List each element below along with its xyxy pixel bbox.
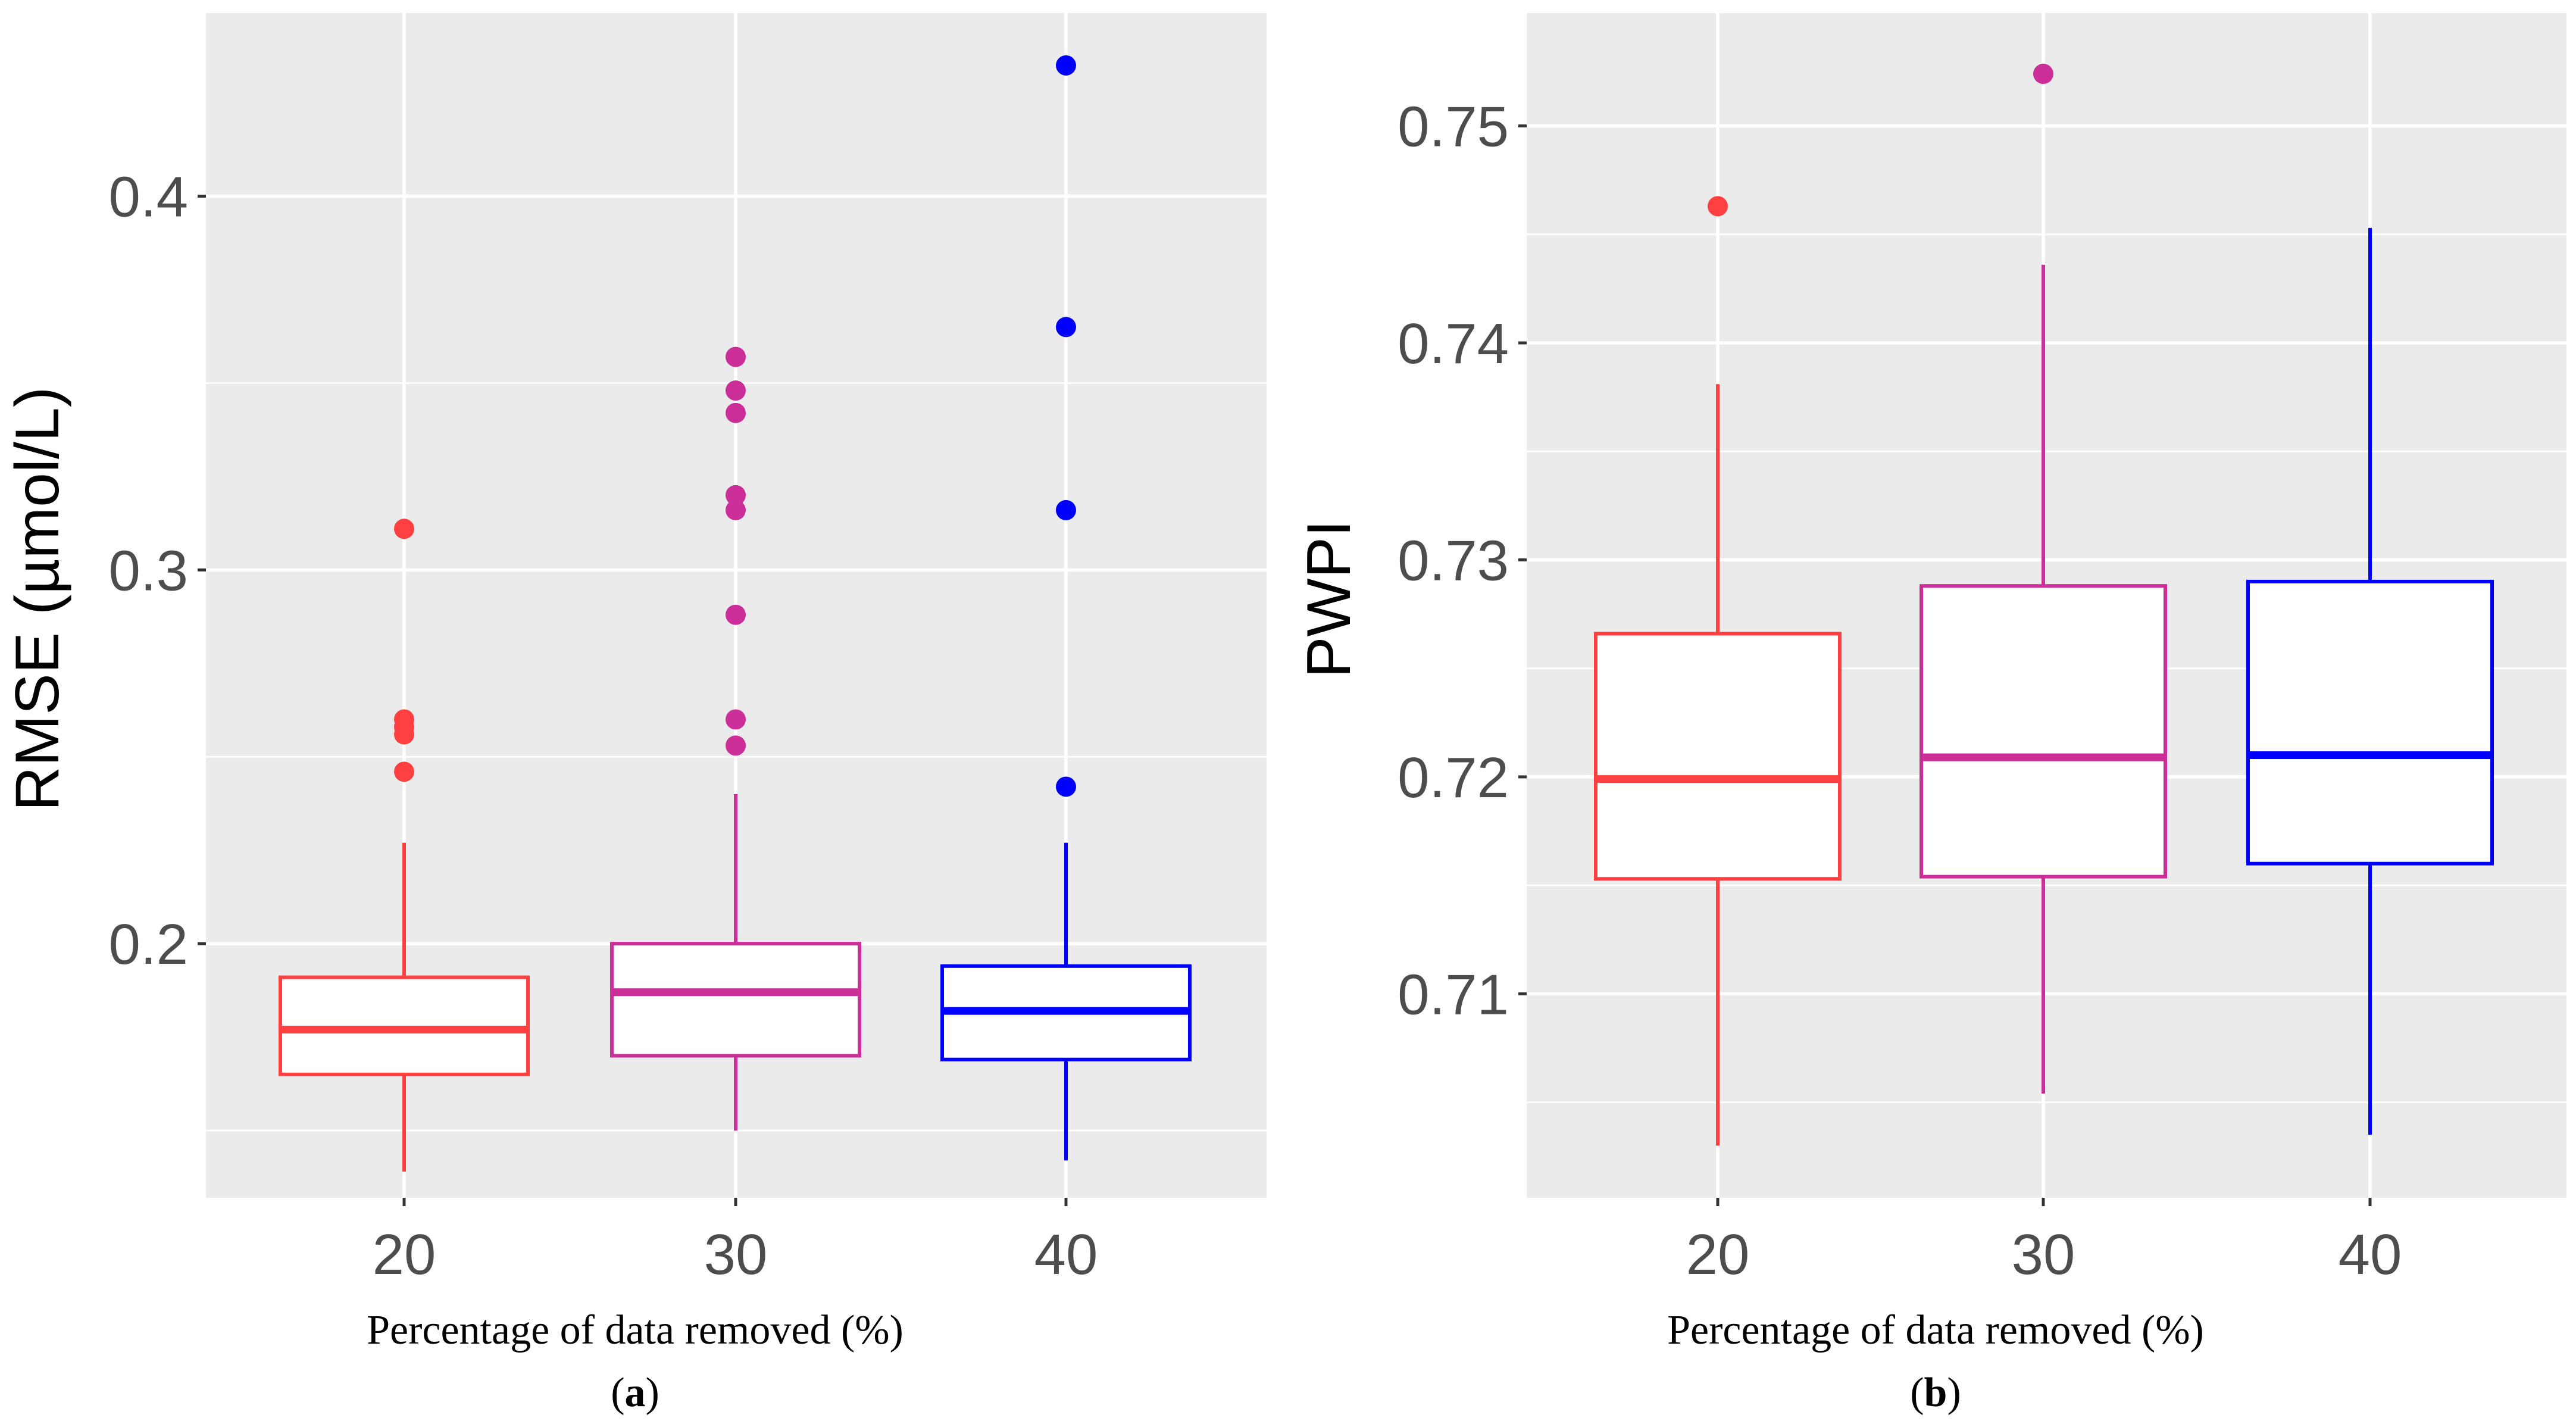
y-tick-label: 0.71 [1398,963,1509,1026]
outlier-point [1056,55,1076,76]
x-tick-label: 20 [373,1223,436,1286]
y-tick-label: 0.72 [1398,746,1509,810]
box-40 [940,55,1192,1161]
box-body [1594,632,1842,881]
outlier-point [394,709,414,730]
y-tick-label: 0.74 [1398,312,1509,376]
x-tick-label: 40 [2339,1223,2402,1286]
box-body [2246,579,2494,866]
x-tick-label: 20 [1686,1223,1750,1286]
outlier-point [726,485,746,505]
y-tick-label: 0.73 [1398,529,1509,592]
outlier-point [726,346,746,367]
x-tick-label: 40 [1034,1223,1098,1286]
panel-letter: a [625,1370,646,1416]
outlier-point [726,402,746,423]
outlier-point [726,735,746,756]
panel-caption: (a) [611,1370,659,1416]
box-30 [1920,64,2167,1094]
x-tick-label: 30 [704,1223,768,1286]
box-body [610,942,861,1058]
panel-b-pwpi: 0.71 0.72 0.73 0.74 0.75 20 30 40 PWPI Percenta… [1295,13,2566,1416]
x-axis-title: Percentage of data removed (%) [367,1307,904,1353]
outlier-point [1056,317,1076,338]
box-body [1920,584,2167,879]
panel-letter: b [1924,1370,1947,1416]
y-tick-label: 0.4 [109,165,188,229]
outlier-point [394,519,414,539]
box-20 [279,519,530,1172]
y-tick-label: 0.3 [109,539,188,602]
outlier-point [394,761,414,782]
y-tick-label: 0.2 [109,913,188,976]
outlier-point [1708,196,1728,217]
box-20 [1594,196,1842,1146]
panel-a-rmse: 0.2 0.3 0.4 20 30 40 RMSE (µmol/L) Percentage… [3,13,1267,1416]
x-tick-label: 30 [2012,1223,2075,1286]
outlier-point [726,604,746,625]
y-axis-title: PWPI [1295,520,1364,678]
outlier-point [1056,776,1076,797]
box-30 [610,346,861,1131]
outlier-point [726,499,746,520]
box-40 [2246,227,2494,1135]
y-axis-title: RMSE (µmol/L) [3,387,72,811]
outlier-point [2033,64,2053,85]
outlier-point [1056,499,1076,520]
panel-caption: (b) [1910,1370,1961,1416]
plot-area: 0.71 0.72 0.73 0.74 0.75 20 30 40 [1398,13,2566,1286]
plot-area: 0.2 0.3 0.4 20 30 40 [109,13,1267,1286]
outlier-point [726,380,746,401]
outlier-point [726,709,746,730]
x-axis-title: Percentage of data removed (%) [1667,1307,2204,1353]
y-tick-label: 0.75 [1398,95,1509,159]
